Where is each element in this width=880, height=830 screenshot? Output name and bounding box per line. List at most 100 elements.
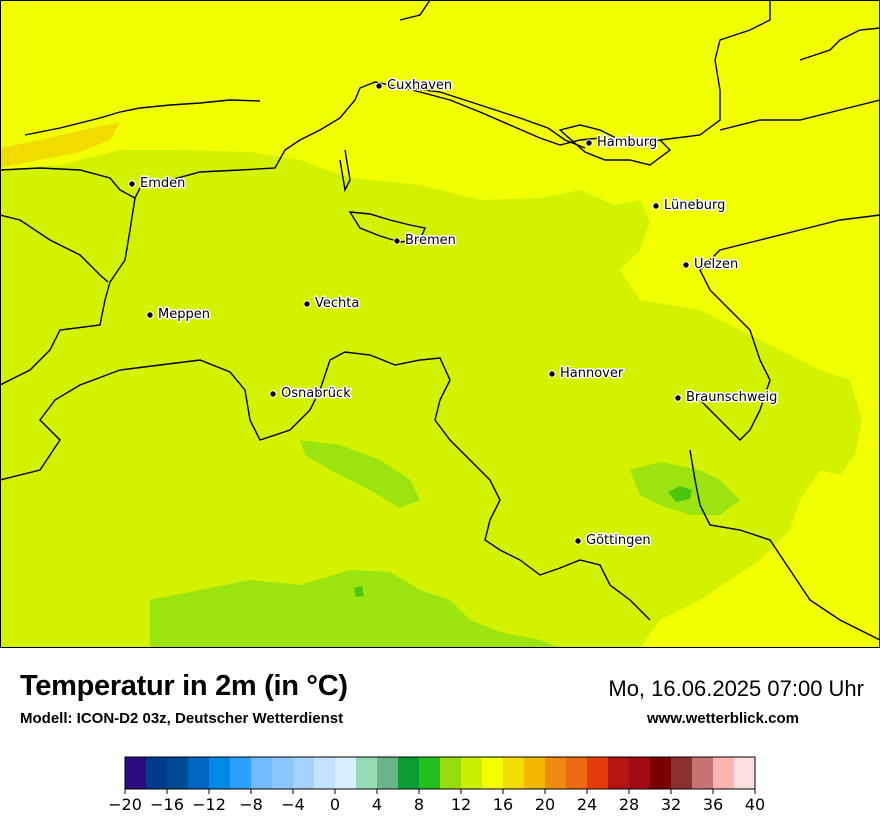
city-label: Bremen bbox=[405, 233, 456, 248]
city-marker-dot bbox=[674, 394, 682, 402]
border-thuringia bbox=[689, 449, 880, 641]
colorbar-tick-label: −8 bbox=[239, 795, 263, 814]
colorbar-tick-label: 32 bbox=[661, 795, 681, 814]
city-markers: Cuxhaven Hamburg Emden Lüneburg Bremen Uelzen… bbox=[128, 77, 779, 550]
city-marker-dot bbox=[548, 370, 556, 378]
city-vechta: Vechta bbox=[303, 295, 361, 313]
coastline-east-frisian-islands bbox=[24, 99, 261, 136]
city-l-neburg: Lüneburg bbox=[652, 197, 727, 215]
city-uelzen: Uelzen bbox=[682, 256, 740, 274]
city-marker-dot bbox=[146, 311, 154, 319]
colorbar-tick-label: 36 bbox=[703, 795, 723, 814]
coastline-mainland bbox=[0, 81, 601, 199]
colorbar-tick-label: 16 bbox=[493, 795, 513, 814]
colorbar-swatch bbox=[125, 757, 147, 789]
colorbar-tick-label: 4 bbox=[372, 795, 382, 814]
colorbar-swatch bbox=[608, 757, 630, 789]
colorbar-swatch bbox=[356, 757, 378, 789]
elbe-estuary bbox=[394, 85, 586, 149]
colorbar-swatch bbox=[293, 757, 315, 789]
temperature-field-green-2 bbox=[354, 586, 364, 597]
colorbar-tick-label: 40 bbox=[745, 795, 765, 814]
colorbar-tick-label: −20 bbox=[108, 795, 142, 814]
colorbar-swatch bbox=[167, 757, 189, 789]
city-label: Braunschweig bbox=[686, 390, 777, 405]
city-label: Lüneburg bbox=[664, 198, 725, 213]
colorbar-swatch bbox=[419, 757, 441, 789]
temperature-field-light-green bbox=[150, 570, 560, 648]
city-label: Hannover bbox=[560, 366, 624, 381]
city-label: Uelzen bbox=[694, 257, 738, 272]
city-hamburg: Hamburg bbox=[585, 134, 659, 152]
city-label: Vechta bbox=[315, 296, 359, 311]
city-g-ttingen: Göttingen bbox=[574, 532, 652, 550]
city-marker-dot bbox=[393, 237, 401, 245]
colorbar-swatch bbox=[146, 757, 168, 789]
city-marker-dot bbox=[682, 261, 690, 269]
colorbar-swatch bbox=[440, 757, 462, 789]
colorbar-swatch bbox=[461, 757, 483, 789]
border-nrw-north bbox=[0, 351, 521, 561]
border-saxony-anhalt bbox=[699, 214, 880, 441]
city-label: Osnabrück bbox=[281, 386, 351, 401]
borders bbox=[0, 0, 880, 641]
border-schleswig-holstein bbox=[399, 0, 880, 141]
colorbar-swatch bbox=[503, 757, 525, 789]
city-marker-dot bbox=[269, 390, 277, 398]
colorbar-swatch bbox=[209, 757, 231, 789]
border-west-ems bbox=[0, 214, 109, 283]
city-bremen: Bremen bbox=[393, 232, 457, 250]
colorbar-tick-label: 0 bbox=[330, 795, 340, 814]
city-marker-dot bbox=[375, 82, 383, 90]
colorbar-swatch bbox=[314, 757, 336, 789]
colorbar-swatch bbox=[671, 757, 693, 789]
temperature-field-light-green-3 bbox=[300, 440, 420, 508]
city-marker-dot bbox=[128, 180, 136, 188]
city-braunschweig: Braunschweig bbox=[674, 389, 779, 407]
colorbar-swatch bbox=[692, 757, 714, 789]
temperature-field-yellow-green bbox=[0, 150, 862, 648]
forecast-datetime: Mo, 16.06.2025 07:00 Uhr bbox=[608, 676, 864, 701]
city-cuxhaven: Cuxhaven bbox=[375, 77, 454, 95]
city-osnabr-ck: Osnabrück bbox=[269, 385, 353, 403]
colorbar-swatch bbox=[587, 757, 609, 789]
colorbar-swatch bbox=[734, 757, 756, 789]
colorbar-swatch bbox=[524, 757, 546, 789]
city-label: Göttingen bbox=[586, 533, 651, 548]
city-label: Cuxhaven bbox=[387, 78, 452, 93]
city-label: Hamburg bbox=[597, 135, 657, 150]
colorbar-swatch bbox=[188, 757, 210, 789]
city-marker-dot bbox=[585, 139, 593, 147]
colorbar-swatch bbox=[629, 757, 651, 789]
temperature-map: Cuxhaven Hamburg Emden Lüneburg Bremen Uelzen… bbox=[0, 0, 880, 648]
border-mecklenburg bbox=[719, 99, 880, 131]
colorbar-tick-label: 20 bbox=[535, 795, 555, 814]
colorbar-ticks: −20 −16 −12 −8 −4 0 4 8 12 16 20 24 28 32 36 40 bbox=[108, 789, 765, 814]
weser-estuary bbox=[339, 149, 351, 193]
colorbar-tick-label: 12 bbox=[451, 795, 471, 814]
colorbar-tick-label: −16 bbox=[150, 795, 184, 814]
colorbar-swatch bbox=[230, 757, 252, 789]
colorbar-swatch bbox=[650, 757, 672, 789]
colorbar-tick-label: −12 bbox=[192, 795, 226, 814]
temperature-field-orange bbox=[0, 122, 120, 168]
colorbar-tick-label: −4 bbox=[281, 795, 305, 814]
colorbar-swatch bbox=[251, 757, 273, 789]
colorbar-swatch bbox=[482, 757, 504, 789]
border-bremen bbox=[348, 211, 426, 243]
city-marker-dot bbox=[303, 300, 311, 308]
colorbar-swatch bbox=[398, 757, 420, 789]
city-meppen: Meppen bbox=[146, 306, 211, 324]
temperature-field-green bbox=[668, 486, 692, 502]
map-title: Temperatur in 2m (in °C) bbox=[20, 670, 348, 702]
colorbar-tick-label: 28 bbox=[619, 795, 639, 814]
city-marker-dot bbox=[574, 537, 582, 545]
colorbar-swatches bbox=[124, 756, 756, 790]
model-info: Modell: ICON-D2 03z, Deutscher Wetterdie… bbox=[20, 710, 344, 727]
colorbar-swatch bbox=[377, 757, 399, 789]
website-link[interactable]: www.wetterblick.com bbox=[647, 710, 799, 727]
colorbar-tick-label: 8 bbox=[414, 795, 424, 814]
city-marker-dot bbox=[652, 202, 660, 210]
colorbar-tick-label: 24 bbox=[577, 795, 597, 814]
city-label: Meppen bbox=[158, 307, 210, 322]
